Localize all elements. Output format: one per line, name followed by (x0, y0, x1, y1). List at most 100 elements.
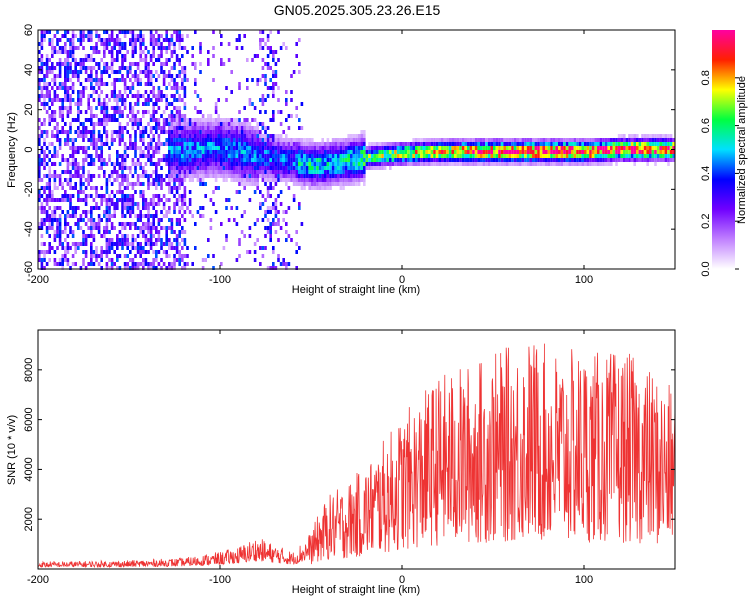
spectrogram-cell (173, 146, 176, 150)
spectrogram-cell (381, 154, 384, 158)
spectrogram-cell (90, 234, 93, 238)
spectrogram-cell (214, 166, 218, 170)
spectrogram-cell (448, 138, 452, 142)
spectrogram-cell (183, 174, 187, 178)
spectrogram-cell (82, 90, 85, 94)
spectrogram-cell (324, 150, 327, 154)
spectrogram-cell (82, 130, 85, 134)
spectrogram-cell (165, 34, 168, 38)
spectrogram-cell (155, 130, 158, 134)
spectrogram-cell (519, 158, 522, 162)
spectrogram-cell (45, 202, 49, 206)
spectrogram-cell (407, 150, 410, 154)
spectrogram-cell (311, 186, 314, 190)
spectrogram-cell (71, 30, 75, 34)
spectrogram-cell (649, 154, 652, 158)
spectrogram-cell (396, 142, 400, 146)
spectrogram-cell (503, 142, 506, 146)
spectrogram-cell (214, 170, 218, 174)
spectrogram-cell (196, 94, 200, 98)
spectrogram-cell (240, 154, 244, 158)
spectrogram-cell (194, 138, 197, 142)
spectrogram-cell (235, 174, 239, 178)
spectrogram-cell (170, 78, 174, 82)
spectrogram-cell (82, 262, 85, 266)
spectrogram-cell (155, 266, 158, 270)
spectrogram-cell (118, 254, 122, 258)
spectrogram-cell (269, 78, 272, 82)
spectrogram-cell (615, 162, 618, 166)
spectrogram-cell (64, 74, 67, 78)
spectrogram-cell (659, 142, 662, 146)
spectrogram-cell (422, 150, 426, 154)
spectrogram-cell (74, 214, 77, 218)
spectrogram-cell (116, 154, 119, 158)
spectrogram-cell (90, 30, 93, 34)
spectrogram-cell (467, 154, 470, 158)
spectrogram-cell (183, 126, 187, 130)
spectrogram-cell (277, 146, 280, 150)
spectrogram-cell (355, 158, 358, 162)
spectrogram-cell (214, 162, 218, 166)
spectrogram-cell (233, 150, 236, 154)
spectrogram-cell (266, 218, 270, 222)
spectrogram-cell (316, 158, 319, 162)
spectrogram-cell (165, 138, 168, 142)
spectrogram-cell (316, 166, 319, 170)
spectrogram-cell (222, 154, 226, 158)
spectrogram-cell (38, 78, 41, 82)
spectrogram-cell (292, 70, 296, 74)
spectrogram-cell (334, 154, 337, 158)
spectrogram-cell (40, 30, 44, 34)
spectrogram-cell (576, 138, 579, 142)
spectrogram-cell (100, 234, 103, 238)
spectrogram-cell (186, 154, 189, 158)
spectrogram-cell (97, 130, 101, 134)
spectrogram-cell (534, 158, 538, 162)
spectrogram-cell (451, 142, 454, 146)
spectrogram-cell (90, 138, 93, 142)
spectrogram-cell (126, 186, 129, 190)
spectrogram-cell (181, 174, 184, 178)
spectrogram-cell (118, 94, 122, 98)
spectrogram-cell (105, 178, 109, 182)
spectrogram-cell (84, 86, 88, 90)
spectrogram-cell (160, 142, 163, 146)
spectrogram-cell (235, 122, 239, 126)
spectrogram-cell (45, 62, 49, 66)
spectrogram-cell (40, 94, 44, 98)
spectrogram-cell (194, 134, 197, 138)
spectrogram-cell (209, 122, 213, 126)
spectrogram-cell (43, 142, 46, 146)
spectrogram-cell (43, 242, 46, 246)
spectrogram-cell (207, 138, 210, 142)
spectrogram-cell (139, 182, 142, 186)
spectrogram-cell (498, 162, 501, 166)
spectrogram-cell (53, 66, 57, 70)
spectrogram-cell (425, 138, 428, 142)
spectrogram-cell (126, 66, 129, 70)
spectrogram-cell (126, 238, 129, 242)
spectrogram-cell (589, 158, 592, 162)
spectrogram-cell (79, 58, 83, 62)
spectrogram-cell (334, 142, 337, 146)
spectrogram-cell (95, 114, 98, 118)
spectrogram-cell (480, 142, 483, 146)
spectrogram-cell (402, 158, 405, 162)
spectrogram-cell (253, 190, 257, 194)
spectrogram-cell (316, 178, 319, 182)
spectrogram-cell (552, 142, 556, 146)
spectrogram-cell (110, 54, 114, 58)
spectrogram-cell (43, 150, 46, 154)
spectrogram-cell (196, 162, 200, 166)
spectrogram-cell (321, 162, 324, 166)
spectrogram-cell (480, 158, 483, 162)
spectrogram-cell (493, 158, 496, 162)
spectrogram-cell (100, 258, 103, 262)
spectrogram-cell (97, 262, 101, 266)
spectrogram-cell (526, 146, 530, 150)
spectrogram-cell (43, 82, 46, 86)
spectrogram-cell (412, 142, 415, 146)
spectrogram-cell (474, 146, 478, 150)
spectrogram-cell (277, 194, 280, 198)
